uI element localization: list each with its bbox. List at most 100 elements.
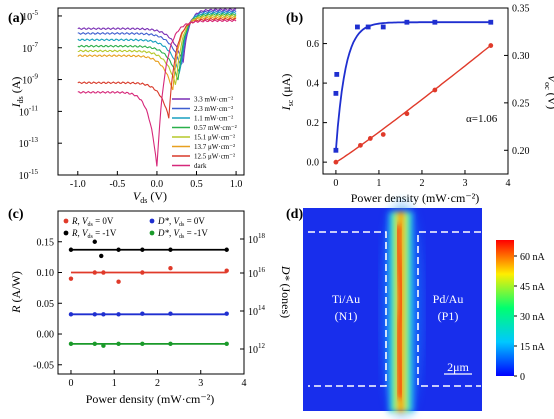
a-ytick-label: 10-13 — [19, 136, 39, 150]
c-point — [68, 247, 74, 252]
panel-d-photocurrent-map: (d) Ti/Au (N1) Pd/Au (P1) 2μm 60 nA 45 nA… — [286, 202, 546, 418]
voc-point — [365, 24, 371, 30]
c-ytick-left-label: -0.05 — [33, 360, 54, 371]
panel-a-xlabel: Vds (V) — [133, 189, 167, 205]
voc-point — [380, 24, 386, 30]
c-xtick-label: 2 — [155, 378, 160, 389]
iv-curve-6 — [77, 17, 237, 119]
panel-c-label: (c) — [8, 207, 24, 222]
voc-point — [334, 72, 340, 77]
c-point — [68, 276, 74, 281]
panel-a-series — [77, 8, 237, 167]
iv-curve-0 — [77, 8, 237, 64]
b-ytick-right-label: 0.25 — [512, 98, 530, 109]
panel-c-ylabel-right: D* (Jones) — [279, 265, 293, 318]
c-ytick-left-label: 0.00 — [37, 330, 55, 341]
c-legend-label: D*, Vds = -1V — [157, 228, 208, 240]
electrode-left-outline — [308, 231, 387, 387]
c-point — [92, 312, 97, 317]
a-ytick-label: 10-5 — [22, 9, 38, 23]
panel-a-frame — [57, 7, 245, 176]
iv-curve-3 — [77, 12, 237, 81]
b-ytick-left-label: 0.6 — [307, 39, 320, 50]
c-point — [101, 312, 106, 317]
b-xtick-label: 2 — [419, 178, 424, 189]
b-ytick-left-label: 0.2 — [307, 118, 320, 129]
voc-point — [333, 90, 339, 96]
isc-point — [432, 87, 438, 93]
a-xtick-label: 1.0 — [230, 179, 243, 190]
electrode-left-label: Ti/Au — [332, 292, 360, 306]
colorbar-tick-label: 0 — [520, 372, 525, 383]
electrode-right-outline — [417, 231, 481, 387]
c-point — [168, 341, 173, 347]
voc-point — [333, 147, 339, 153]
panel-b-ylabel-left: Isc (μA) — [279, 74, 295, 112]
a-ytick-label: 10-9 — [22, 73, 38, 87]
a-legend-label: 13.7 μW·cm⁻² — [194, 143, 235, 151]
c-point — [68, 341, 74, 347]
a-legend-label: 2.3 mW·cm⁻² — [194, 105, 233, 113]
isc-point — [367, 136, 373, 141]
panel-a-ylabel: Ids (A) — [9, 77, 25, 109]
iv-curve-5 — [77, 16, 237, 91]
c-point — [116, 279, 121, 284]
isc-point — [333, 159, 339, 165]
c-point — [224, 311, 229, 316]
c-point — [116, 341, 121, 347]
c-point — [140, 341, 145, 347]
panel-c-responsivity: (c) 0 1 2 3 4 -0.05 0.00 0.05 0.10 0.15 1018 1016 10… — [8, 207, 293, 406]
b-xtick-label: 0 — [333, 178, 338, 189]
a-ytick-label: 10-7 — [22, 41, 38, 55]
c-point — [92, 270, 97, 275]
c-ytick-left-label: 0.05 — [37, 299, 55, 310]
panel-a-iv-curves: (a) -1.0 -0.5 0.0 0.5 1.0 10-5 10-7 10-9 10-11 10… — [8, 7, 245, 205]
panel-b-isc-voc: (b) 0 1 2 3 4 0.0 0.2 0.4 0.6 0.20 0.25 0.30 0.35 α=… — [279, 4, 554, 206]
a-xtick-label: 0.5 — [190, 179, 203, 190]
panel-b-plot — [333, 19, 494, 165]
c-ytick-right-label: 1018 — [248, 232, 266, 246]
panel-d-label: (d) — [286, 207, 303, 222]
c-point — [99, 253, 104, 259]
b-ytick-left-label: 0.0 — [307, 158, 320, 169]
panel-b-annotation: α=1.06 — [466, 113, 498, 125]
a-legend-label: 1.1 mW·cm⁻² — [194, 115, 233, 123]
c-xtick-label: 4 — [242, 378, 247, 389]
panel-c-legend: R, Vds = 0VR, Vds = -1V D*, Vds = 0VD*, V… — [63, 216, 208, 240]
c-legend-marker — [63, 230, 69, 236]
c-point — [92, 239, 97, 244]
scalebar-label: 2μm — [447, 360, 469, 374]
b-xtick-label: 4 — [506, 178, 511, 189]
c-point — [101, 270, 106, 275]
b-ytick-left-label: 0.4 — [307, 79, 320, 90]
panel-a-legend: 3.3 mW·cm⁻²2.3 mW·cm⁻² 1.1 mW·cm⁻²0.57 mW… — [172, 96, 237, 170]
c-ytick-right-label: 1012 — [248, 342, 266, 356]
iv-curve-1 — [77, 9, 237, 67]
a-xtick-label: -1.0 — [70, 179, 86, 190]
panel-a-label: (a) — [8, 11, 25, 26]
panel-b-label: (b) — [286, 11, 303, 26]
isc-point — [404, 111, 410, 117]
panel-c-ticks: 0 1 2 3 4 -0.05 0.00 0.05 0.10 0.15 1018 1016 1014 10… — [33, 232, 265, 389]
panel-a-ticks: -1.0 -0.5 0.0 0.5 1.0 10-5 10-7 10-9 10-11 10-13 1… — [19, 9, 243, 190]
electrode-left-sublabel: (N1) — [335, 309, 358, 323]
c-legend-marker — [149, 218, 155, 224]
c-point — [224, 247, 229, 252]
c-point — [168, 311, 173, 316]
isc-point — [380, 132, 386, 137]
c-ytick-left-label: 0.15 — [37, 237, 55, 248]
panel-c-ylabel-left: R (A/W) — [9, 271, 23, 314]
panel-c-plot — [68, 239, 229, 348]
c-point — [140, 311, 145, 316]
c-point — [224, 268, 229, 273]
c-point — [116, 312, 121, 317]
c-legend-label: D*, Vds = 0V — [157, 216, 205, 228]
isc-point — [358, 142, 363, 148]
c-legend-label: R, Vds = 0V — [71, 216, 114, 228]
c-point — [140, 270, 145, 275]
voc-fit-line — [335, 21, 491, 151]
a-legend-label: 3.3 mW·cm⁻² — [194, 96, 233, 104]
b-ytick-right-label: 0.35 — [512, 4, 530, 15]
c-ytick-left-label: 0.10 — [37, 268, 55, 279]
